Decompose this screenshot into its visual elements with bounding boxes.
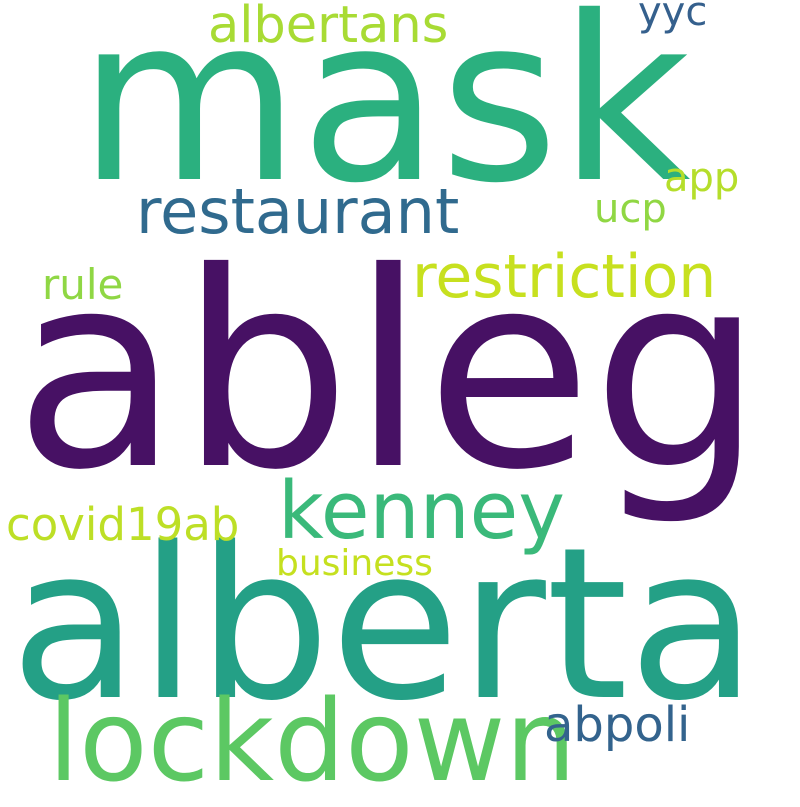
word-restaurant: restaurant [136, 175, 460, 248]
word-kenney: kenney [278, 465, 566, 557]
word-covid19ab: covid19ab [6, 498, 240, 551]
word-alberta: alberta [10, 502, 757, 747]
word-restriction: restriction [412, 242, 717, 312]
word-abpoli: abpoli [544, 697, 691, 753]
word-app: app [664, 155, 740, 201]
word-business: business [276, 543, 433, 584]
word-ucp: ucp [594, 186, 667, 232]
word-mask: mask [78, 0, 691, 233]
word-lockdown: lockdown [48, 677, 577, 807]
word-yyc: yyc [638, 0, 708, 35]
word-ableg: ableg [14, 214, 764, 529]
word-albertans: albertans [208, 0, 449, 55]
word-rule: rule [42, 260, 124, 309]
